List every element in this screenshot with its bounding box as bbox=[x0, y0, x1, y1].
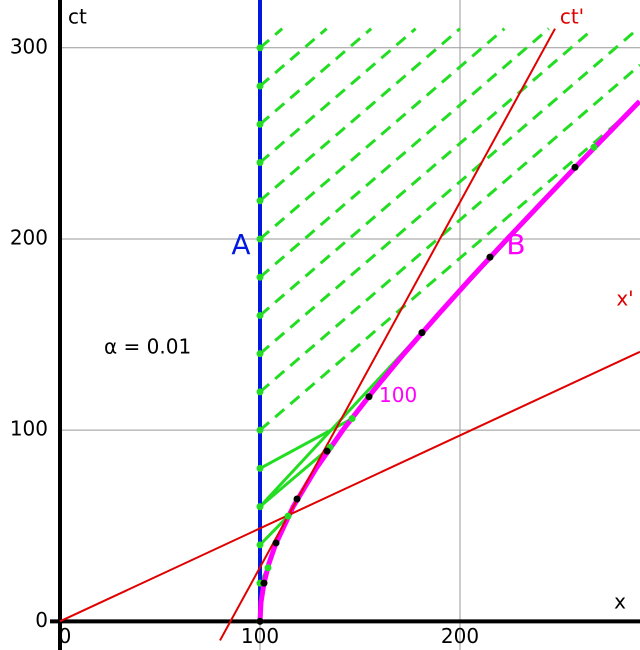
emission-dot bbox=[256, 388, 264, 396]
event-dot bbox=[486, 253, 494, 261]
reception-dot bbox=[348, 415, 356, 423]
y-tick-label: 100 bbox=[10, 417, 48, 441]
emission-dot bbox=[256, 197, 264, 205]
event-dot bbox=[418, 329, 426, 337]
dashed-signal bbox=[259, 27, 328, 88]
annotation: α = 0.01 bbox=[104, 335, 191, 359]
emission-dot bbox=[256, 273, 264, 281]
x-tick-label: 200 bbox=[441, 624, 479, 648]
emission-dot bbox=[256, 311, 264, 319]
series-label: x' bbox=[616, 287, 633, 311]
emission-dot bbox=[256, 44, 264, 52]
emission-dot bbox=[256, 541, 264, 549]
reception-dot bbox=[590, 143, 598, 151]
worldline bbox=[257, 99, 640, 622]
y-tick-label: 300 bbox=[10, 34, 48, 58]
y-axis-label: ct bbox=[68, 5, 87, 29]
worldline bbox=[59, 350, 640, 623]
emission-dot bbox=[256, 82, 264, 90]
series-label: ct' bbox=[560, 5, 584, 29]
emission-dot bbox=[256, 120, 264, 128]
dashed-signal bbox=[259, 27, 550, 279]
event-dot bbox=[256, 617, 264, 625]
dashed-signal bbox=[259, 27, 639, 355]
signal bbox=[259, 446, 331, 508]
emission-dot bbox=[256, 426, 264, 434]
event-dot bbox=[293, 495, 301, 503]
emission-dot bbox=[256, 464, 264, 472]
dashed-signal bbox=[259, 27, 506, 241]
x-axis-label: x bbox=[614, 590, 626, 614]
emission-dot bbox=[256, 503, 264, 511]
event-dot bbox=[365, 393, 373, 401]
event-dot bbox=[323, 447, 331, 455]
emission-dot bbox=[256, 235, 264, 243]
x-tick-label: 100 bbox=[241, 624, 279, 648]
signal bbox=[258, 515, 290, 546]
y-tick-label: 200 bbox=[10, 225, 48, 249]
dashed-signal bbox=[259, 102, 640, 432]
dashed-signal bbox=[259, 27, 461, 202]
reception-dot bbox=[284, 512, 292, 520]
proper-time-label: 100 bbox=[379, 383, 417, 407]
dashed-signal bbox=[259, 27, 373, 126]
dashed-signal bbox=[259, 27, 284, 49]
dashed-signal bbox=[259, 27, 417, 164]
emission-dot bbox=[256, 350, 264, 358]
reception-dot bbox=[264, 564, 272, 572]
event-dot bbox=[571, 163, 579, 171]
event-dot bbox=[272, 539, 280, 547]
emission-dot bbox=[256, 159, 264, 166]
series-label: A bbox=[231, 228, 250, 261]
worldline bbox=[219, 28, 556, 641]
y-tick-label: 0 bbox=[35, 608, 48, 632]
dashed-signal bbox=[259, 27, 595, 317]
series-label: B bbox=[506, 228, 525, 261]
dashed-signal bbox=[259, 63, 640, 394]
event-dot bbox=[260, 579, 268, 587]
